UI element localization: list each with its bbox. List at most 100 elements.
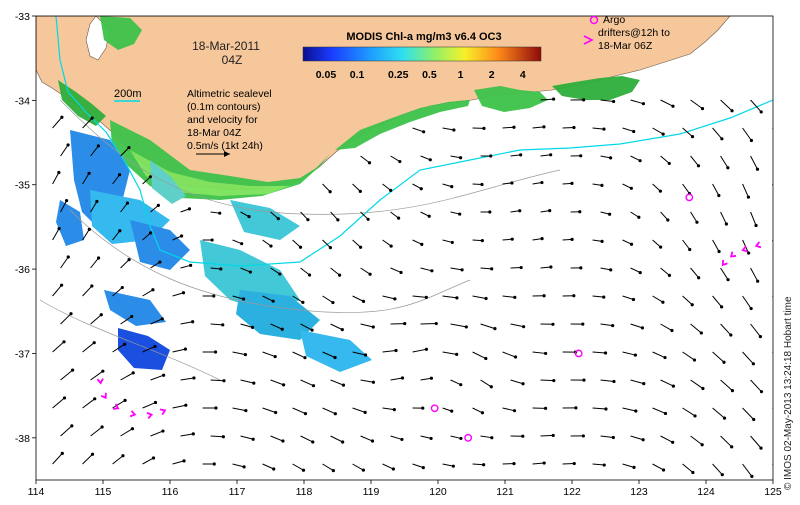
velocity-arrow-head bbox=[663, 356, 666, 359]
velocity-arrow-head bbox=[400, 438, 403, 441]
velocity-arrow-head bbox=[422, 466, 425, 469]
velocity-arrow-head bbox=[306, 218, 309, 221]
velocity-arrow-head bbox=[180, 234, 183, 237]
x-tick-label: 123 bbox=[630, 486, 648, 498]
velocity-arrow-head bbox=[398, 160, 401, 163]
velocity-arrow-head bbox=[668, 162, 671, 165]
velocity-arrow-head bbox=[425, 296, 428, 299]
velocity-arrow-head bbox=[368, 273, 371, 276]
velocity-arrow bbox=[773, 352, 783, 364]
velocity-arrow-head bbox=[430, 377, 433, 380]
velocity-arrow bbox=[773, 408, 783, 420]
velocity-arrow-head bbox=[490, 436, 493, 439]
velocity-arrow-head bbox=[731, 389, 734, 392]
velocity-arrow-head bbox=[481, 239, 484, 242]
velocity-arrow-head bbox=[130, 315, 133, 318]
velocity-arrow-head bbox=[312, 384, 315, 387]
velocity-arrow-head bbox=[301, 301, 304, 304]
velocity-arrow-head bbox=[332, 469, 335, 472]
velocity-arrow-head bbox=[482, 463, 485, 466]
velocity-arrow-head bbox=[132, 371, 135, 374]
velocity-arrow-head bbox=[750, 475, 753, 478]
velocity-arrow-head bbox=[252, 438, 255, 441]
velocity-arrow-head bbox=[611, 324, 614, 327]
velocity-arrow-head bbox=[760, 390, 763, 393]
velocity-arrow-head bbox=[747, 195, 750, 198]
velocity-arrow-head bbox=[158, 260, 161, 263]
velocity-arrow-head bbox=[455, 296, 458, 299]
velocity-arrow-head bbox=[428, 215, 431, 218]
velocity-arrow-head bbox=[341, 440, 344, 443]
velocity-arrow-head bbox=[161, 429, 164, 432]
velocity-arrow-head bbox=[218, 212, 221, 215]
velocity-arrow-head bbox=[87, 172, 90, 175]
velocity-arrow-head bbox=[61, 452, 64, 455]
velocity-arrow-head bbox=[514, 355, 517, 358]
velocity-arrow-head bbox=[366, 218, 369, 221]
velocity-arrow-head bbox=[281, 328, 284, 331]
velocity-arrow-head bbox=[552, 434, 555, 437]
velocity-arrow-head bbox=[311, 440, 314, 443]
velocity-arrow-head bbox=[128, 258, 131, 261]
velocity-arrow-head bbox=[123, 399, 126, 402]
colorbar-tick-label: 1 bbox=[458, 69, 464, 81]
velocity-arrow-head bbox=[435, 322, 438, 325]
velocity-arrow-head bbox=[750, 307, 753, 310]
velocity-arrow-head bbox=[420, 243, 423, 246]
velocity-arrow-head bbox=[222, 379, 225, 382]
velocity-arrow-head bbox=[488, 210, 491, 213]
velocity-arrow-head bbox=[697, 276, 700, 279]
velocity-arrow-head bbox=[401, 376, 404, 379]
colorbar-tick-label: 0.25 bbox=[388, 69, 409, 81]
velocity-arrow-head bbox=[192, 432, 195, 435]
velocity-arrow-head bbox=[91, 453, 94, 456]
velocity-arrow-head bbox=[522, 325, 525, 328]
velocity-arrow-head bbox=[63, 396, 66, 399]
velocity-arrow-head bbox=[67, 255, 70, 258]
velocity-arrow-head bbox=[759, 447, 762, 450]
colorbar-tick-label: 0.5 bbox=[422, 69, 437, 81]
velocity-arrow-head bbox=[540, 237, 543, 240]
velocity-arrow-head bbox=[152, 456, 155, 459]
colorbar-tick-label: 0.1 bbox=[350, 69, 365, 81]
velocity-arrow-head bbox=[632, 130, 635, 133]
velocity-arrow-head bbox=[192, 376, 195, 379]
sealevel-note-line: and velocity for bbox=[187, 114, 258, 126]
velocity-arrow-head bbox=[581, 322, 584, 325]
velocity-arrow-head bbox=[60, 284, 63, 287]
date-label: 18-Mar-2011 bbox=[192, 39, 260, 53]
velocity-arrow-head bbox=[338, 274, 341, 277]
velocity-arrow bbox=[773, 240, 779, 254]
velocity-arrow-head bbox=[701, 387, 704, 390]
velocity-arrow-head bbox=[691, 303, 694, 306]
velocity-arrow-head bbox=[638, 159, 641, 162]
velocity-arrow-head bbox=[512, 126, 515, 129]
velocity-arrow bbox=[773, 296, 781, 310]
velocity-arrow-head bbox=[570, 182, 573, 185]
velocity-arrow-head bbox=[634, 409, 637, 412]
velocity-arrow-head bbox=[726, 278, 729, 281]
velocity-arrow-head bbox=[191, 320, 194, 323]
velocity-arrow bbox=[781, 212, 786, 226]
velocity-arrow-head bbox=[362, 469, 365, 472]
velocity-arrow-head bbox=[65, 199, 68, 202]
velocity-arrow-head bbox=[281, 439, 284, 442]
velocity-arrow-head bbox=[513, 409, 516, 412]
velocity-arrow-head bbox=[157, 204, 160, 207]
velocity-arrow bbox=[563, 127, 574, 128]
velocity-arrow-head bbox=[639, 271, 642, 274]
velocity-arrow-head bbox=[95, 200, 98, 203]
velocity-arrow-head bbox=[630, 243, 633, 246]
velocity-arrow-head bbox=[57, 171, 60, 174]
x-tick-label: 117 bbox=[229, 486, 246, 498]
x-tick-label: 114 bbox=[28, 486, 45, 498]
velocity-arrow-head bbox=[372, 381, 375, 384]
velocity-arrow-head bbox=[151, 288, 154, 291]
velocity-arrow-head bbox=[493, 327, 496, 330]
velocity-arrow-head bbox=[153, 345, 156, 348]
velocity-arrow-head bbox=[582, 379, 585, 382]
velocity-arrow-head bbox=[750, 139, 753, 142]
velocity-arrow-head bbox=[212, 294, 215, 297]
velocity-arrow-head bbox=[661, 301, 664, 304]
x-tick-label: 118 bbox=[296, 486, 313, 498]
